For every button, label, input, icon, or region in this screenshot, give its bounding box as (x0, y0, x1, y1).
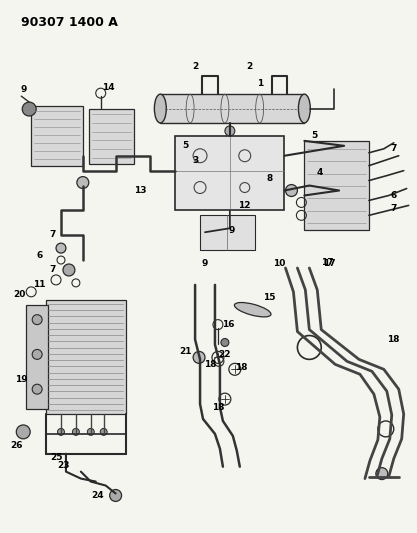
Circle shape (225, 126, 235, 136)
Circle shape (87, 429, 94, 435)
Bar (304, 141, 369, 230)
Bar (175, 136, 284, 211)
Text: 15: 15 (264, 293, 276, 302)
Circle shape (100, 429, 107, 435)
Circle shape (77, 176, 89, 189)
Text: 5: 5 (311, 131, 317, 140)
Text: 11: 11 (33, 280, 45, 289)
Bar (31, 106, 83, 166)
Text: 25: 25 (50, 453, 62, 462)
Text: 18: 18 (212, 402, 224, 411)
Bar (89, 109, 133, 164)
Text: 13: 13 (134, 186, 147, 195)
Text: 2: 2 (192, 62, 198, 71)
Text: 8: 8 (266, 174, 273, 183)
Circle shape (32, 314, 42, 325)
Text: 18: 18 (236, 363, 248, 372)
Text: 10: 10 (273, 259, 286, 268)
Circle shape (58, 429, 65, 435)
Circle shape (22, 102, 36, 116)
Text: 22: 22 (219, 350, 231, 359)
Text: 17: 17 (323, 259, 336, 268)
Text: 90307 1400 A: 90307 1400 A (21, 15, 118, 29)
Ellipse shape (234, 303, 271, 317)
Circle shape (63, 264, 75, 276)
Text: 2: 2 (246, 62, 253, 71)
Text: 16: 16 (221, 320, 234, 329)
Text: 9: 9 (20, 85, 26, 94)
Circle shape (16, 425, 30, 439)
Bar (200, 215, 255, 250)
Bar (46, 300, 126, 414)
Circle shape (221, 338, 229, 346)
Text: 19: 19 (15, 375, 28, 384)
Circle shape (32, 350, 42, 359)
Text: 1: 1 (256, 79, 263, 88)
Text: 23: 23 (58, 461, 70, 470)
Ellipse shape (299, 94, 310, 123)
Text: 5: 5 (182, 141, 188, 150)
Text: 14: 14 (102, 83, 115, 92)
Text: 7: 7 (50, 265, 56, 274)
Text: 18: 18 (387, 335, 400, 344)
Text: 3: 3 (192, 156, 198, 165)
Text: 6: 6 (391, 191, 397, 200)
Text: 4: 4 (316, 168, 322, 177)
Circle shape (110, 489, 122, 502)
Text: 21: 21 (179, 347, 191, 356)
Text: 20: 20 (13, 290, 25, 300)
Bar (26, 305, 48, 409)
Circle shape (286, 184, 297, 197)
Circle shape (193, 351, 205, 364)
Text: 18: 18 (204, 360, 216, 369)
Text: 17: 17 (321, 257, 334, 266)
Text: 6: 6 (36, 251, 42, 260)
Text: 26: 26 (10, 441, 23, 450)
Text: 9: 9 (229, 226, 235, 235)
Text: 12: 12 (239, 201, 251, 210)
Circle shape (32, 384, 42, 394)
Text: 7: 7 (391, 144, 397, 154)
Circle shape (73, 429, 79, 435)
Text: 9: 9 (202, 259, 208, 268)
Bar (160, 94, 304, 123)
Text: 7: 7 (391, 204, 397, 213)
Text: 7: 7 (50, 230, 56, 239)
Ellipse shape (154, 94, 166, 123)
Circle shape (56, 243, 66, 253)
Text: 24: 24 (91, 491, 104, 500)
Circle shape (376, 467, 388, 480)
